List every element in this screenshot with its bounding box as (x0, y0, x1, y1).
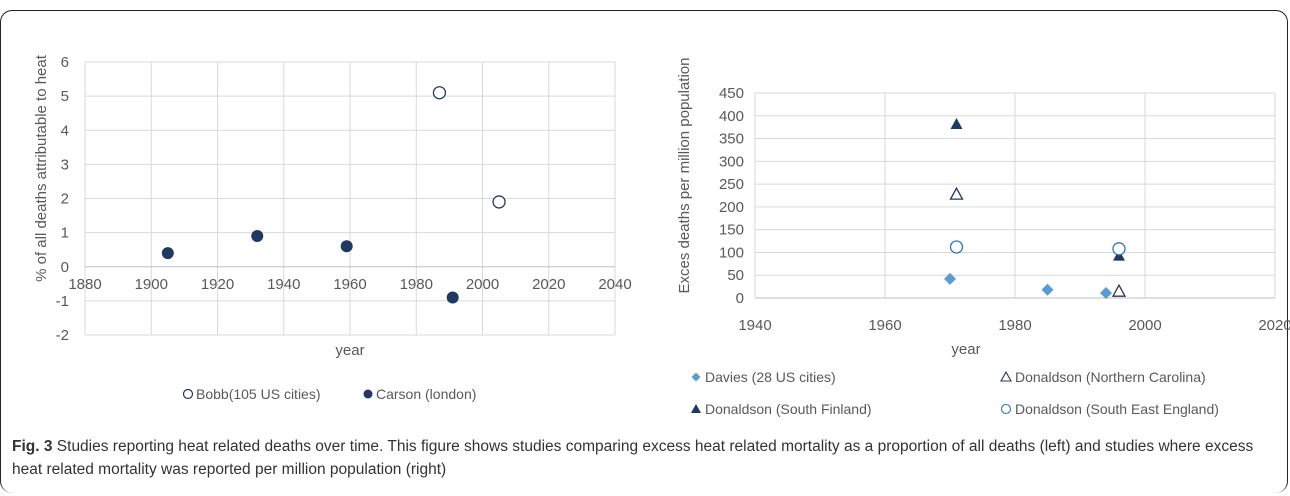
data-point (446, 291, 459, 304)
x-axis-title: year (951, 341, 980, 358)
data-point (1111, 283, 1127, 297)
data-point (251, 230, 264, 243)
x-tick-label: 1920 (201, 276, 234, 293)
y-tick-label: 3 (61, 156, 69, 173)
x-tick-label: 1960 (868, 317, 901, 334)
chart-right: 0 50 100 150 200 250 300 350 400 450 1940 1960 1980 2… (640, 0, 1290, 430)
caption-text: Studies reporting heat related deaths ov… (12, 438, 1254, 478)
y-tick-label: 0 (61, 259, 69, 276)
figure-frame (0, 10, 1288, 493)
data-point (949, 186, 964, 200)
data-point (949, 240, 964, 254)
x-axis-title: year (335, 342, 364, 359)
x-tick-label: 1940 (738, 317, 771, 334)
figure-caption: Fig. 3 Studies reporting heat related de… (12, 435, 1280, 481)
legend-marker (1000, 403, 1012, 415)
y-tick-label: 4 (61, 122, 69, 139)
y-tick-label: 100 (719, 244, 744, 261)
x-tick-label: 1900 (135, 276, 168, 293)
chart-right-legend: Davies (28 US cities) Donaldson (Northern… (691, 369, 1219, 417)
legend-label: Donaldson (South East England) (1015, 401, 1219, 417)
y-tick-label: 2 (61, 191, 69, 208)
legend-label: Davies (28 US cities) (705, 369, 836, 385)
legend-label: Donaldson (South Finland) (705, 401, 872, 417)
x-tick-label: 2000 (1128, 317, 1161, 334)
legend-marker (182, 388, 194, 400)
caption-label: Fig. 3 (12, 438, 53, 455)
chart-left-plot: -2 -1 0 1 2 3 4 5 6 1880 1900 1920 1940 1960 1980 2000 2… (33, 54, 632, 359)
x-tick-label: 2020 (1258, 317, 1290, 334)
x-tick-label: 2040 (598, 276, 631, 293)
legend-marker (691, 372, 701, 382)
legend-label: Bobb(105 US cities) (196, 386, 321, 402)
x-tick-label: 1880 (68, 276, 101, 293)
y-tick-label: 50 (727, 267, 744, 284)
data-point (161, 247, 174, 260)
x-tick-label: 1940 (267, 276, 300, 293)
chart-left: -2 -1 0 1 2 3 4 5 6 1880 1900 1920 1940 1960 1980 2000 2… (0, 0, 645, 410)
chart-right-svg: 0 50 100 150 200 250 300 350 400 450 1940 1960 1980 2… (676, 58, 1290, 417)
data-point (944, 272, 956, 285)
x-tick-label: 1980 (400, 276, 433, 293)
y-tick-label: 0 (736, 290, 744, 307)
x-tick-label: 2020 (532, 276, 565, 293)
y-tick-label: 300 (719, 153, 744, 170)
data-point (340, 240, 353, 253)
data-point (432, 86, 447, 100)
y-axis-title: % of all deaths attributable to heat (33, 54, 50, 282)
y-tick-label: 450 (719, 85, 744, 102)
legend-label: Carson (london) (376, 386, 476, 402)
data-point (492, 195, 506, 209)
y-tick-label: -2 (56, 327, 69, 344)
y-tick-label: -1 (56, 293, 69, 310)
y-tick-label: 250 (719, 176, 744, 193)
y-tick-label: 200 (719, 199, 744, 216)
x-tick-label: 2000 (466, 276, 499, 293)
legend-marker (691, 404, 701, 413)
y-tick-label: 1 (61, 225, 69, 242)
y-tick-label: 350 (719, 131, 744, 148)
chart-left-legend: Bobb(105 US cities) Carson (london) (182, 386, 476, 402)
legend-label: Donaldson (Northern Carolina) (1015, 369, 1206, 385)
legend-marker (363, 389, 373, 399)
y-tick-label: 400 (719, 108, 744, 125)
chart-right-plot: 0 50 100 150 200 250 300 350 400 450 1940 1960 1980 2… (676, 58, 1290, 358)
y-axis-title: Exces deaths per million population (676, 58, 693, 294)
chart-left-svg: -2 -1 0 1 2 3 4 5 6 1880 1900 1920 1940 1960 1980 2000 2… (33, 54, 632, 402)
legend-marker (1000, 370, 1012, 382)
y-tick-label: 150 (719, 222, 744, 239)
data-point (1100, 286, 1112, 299)
y-tick-label: 5 (61, 88, 69, 105)
x-tick-label: 1980 (998, 317, 1031, 334)
y-tick-label: 6 (61, 54, 69, 71)
x-tick-label: 1960 (333, 276, 366, 293)
data-point (950, 117, 963, 129)
data-point (1112, 242, 1126, 256)
data-point (1041, 283, 1054, 296)
